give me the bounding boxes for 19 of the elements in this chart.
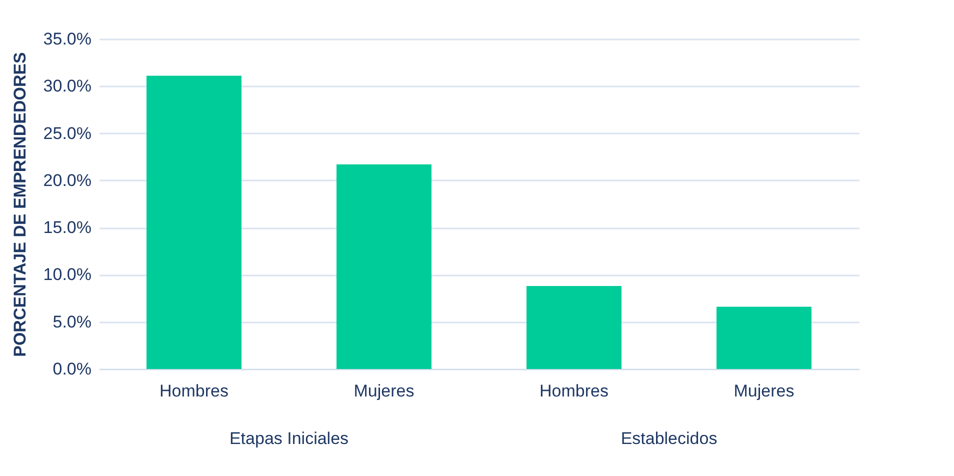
bar bbox=[336, 164, 432, 369]
y-tick-label: 35.0% bbox=[43, 30, 92, 48]
x-tick-label: Mujeres bbox=[354, 382, 414, 400]
bar bbox=[146, 76, 242, 369]
y-tick-label: 25.0% bbox=[43, 124, 92, 143]
x-tick-label: Hombres bbox=[160, 382, 228, 400]
y-axis-title: PORCENTAJE DE EMPRENDEDORES bbox=[10, 52, 30, 357]
y-tick-label: 0.0% bbox=[52, 360, 92, 378]
y-tick-label: 5.0% bbox=[52, 312, 92, 332]
text: Establecidos bbox=[620, 429, 718, 448]
y-tick-label: 30.0% bbox=[43, 76, 92, 96]
y-tick-label: 20.0% bbox=[43, 170, 92, 190]
y-tick-label: 15.0% bbox=[43, 218, 92, 238]
x-tick-label: Mujeres bbox=[734, 382, 794, 400]
bar bbox=[526, 286, 622, 369]
text: Etapas Iniciales bbox=[229, 429, 349, 448]
y-tick-label: 10.0% bbox=[43, 265, 92, 284]
x-tick-label: Hombres bbox=[540, 382, 608, 400]
bar bbox=[716, 306, 812, 369]
